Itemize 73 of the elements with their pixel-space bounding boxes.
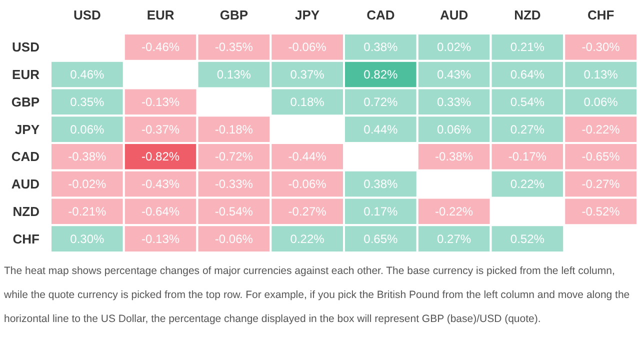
data-label: 0.13% [216, 68, 252, 82]
data-label: -0.17% [508, 150, 547, 164]
data-label: 0.22% [290, 232, 325, 246]
data-label: -0.64% [142, 204, 180, 218]
data-label: 0.06% [584, 94, 618, 109]
data-label: -0.06% [288, 177, 327, 192]
y-tick-label: GBP [11, 94, 40, 110]
data-label: -0.22% [582, 122, 620, 136]
data-label: -0.52% [582, 204, 620, 218]
data-label: 0.30% [70, 232, 105, 246]
data-label: 0.38% [364, 177, 398, 192]
data-label: -0.06% [214, 232, 254, 246]
data-label: -0.38% [435, 150, 474, 164]
data-label: -0.02% [68, 177, 107, 192]
data-label: 0.27% [437, 232, 472, 246]
data-label: -0.21% [68, 204, 107, 218]
data-label: 0.06% [70, 122, 105, 136]
data-label: 0.17% [364, 204, 398, 218]
data-label: -0.46% [142, 40, 180, 54]
data-label: 0.54% [510, 94, 545, 109]
data-label: -0.44% [288, 150, 327, 164]
x-tick-label: EUR [146, 8, 175, 22]
data-label: 0.37% [290, 68, 325, 82]
data-label: 0.38% [364, 40, 398, 54]
data-label: -0.54% [214, 204, 254, 218]
data-label: -0.72% [214, 150, 254, 164]
data-label: -0.37% [142, 122, 180, 136]
data-label: 0.33% [437, 94, 472, 109]
data-label: 0.43% [437, 68, 472, 82]
x-tick-label: JPY [295, 8, 320, 22]
x-tick-label: CAD [366, 8, 395, 22]
y-tick-label: EUR [12, 67, 40, 82]
data-label: 0.06% [437, 122, 472, 136]
data-label: -0.22% [435, 204, 474, 218]
data-label: -0.13% [142, 232, 180, 246]
x-tick-label: CHF [587, 8, 614, 22]
data-label: -0.82% [142, 150, 180, 164]
y-tick-label: AUD [11, 176, 40, 192]
data-label: -0.13% [142, 94, 180, 109]
data-label: 0.52% [510, 232, 545, 246]
data-label: 0.13% [584, 68, 618, 82]
data-label: -0.30% [582, 40, 620, 54]
data-label: -0.65% [582, 150, 620, 164]
x-tick-label: GBP [220, 8, 248, 22]
y-tick-label: CAD [11, 149, 40, 164]
data-label: 0.44% [364, 122, 398, 136]
x-tick-label: USD [73, 8, 101, 22]
y-tick-label: JPY [14, 122, 40, 137]
data-label: 0.02% [437, 40, 472, 54]
data-label: 0.22% [510, 177, 545, 192]
data-label: 0.18% [290, 94, 325, 109]
y-tick-label: CHF [12, 231, 40, 246]
x-tick-label: AUD [440, 8, 468, 22]
data-label: 0.65% [364, 232, 398, 246]
data-label: -0.43% [142, 177, 180, 192]
data-label: -0.33% [214, 177, 254, 192]
data-label: 0.27% [510, 122, 545, 136]
y-tick-label: NZD [12, 204, 40, 219]
data-label: -0.35% [214, 40, 254, 54]
x-tick-label: NZD [514, 8, 541, 22]
data-label: -0.38% [68, 150, 107, 164]
data-label: -0.27% [582, 177, 620, 192]
text: The heat map shows percentage changes of major currencies against each other. The base currency is picked from the left column, while the quote currency is picked from the top row. For example, if you pick the British Pound from the left column and move along the horizontal line to the US Dollar, the percentage change displayed in the box will represent GBP (base)/USD (quote). [4, 264, 631, 327]
data-label: -0.18% [214, 122, 254, 136]
data-label: 0.46% [70, 68, 105, 82]
data-label: -0.27% [288, 204, 327, 218]
y-tick-label: USD [12, 40, 40, 55]
data-label: 0.64% [510, 68, 545, 82]
data-label: 0.72% [364, 94, 398, 109]
data-label: 0.82% [364, 68, 398, 82]
data-label: 0.35% [70, 94, 105, 109]
data-label: -0.06% [288, 40, 327, 54]
data-label: 0.21% [510, 40, 545, 54]
